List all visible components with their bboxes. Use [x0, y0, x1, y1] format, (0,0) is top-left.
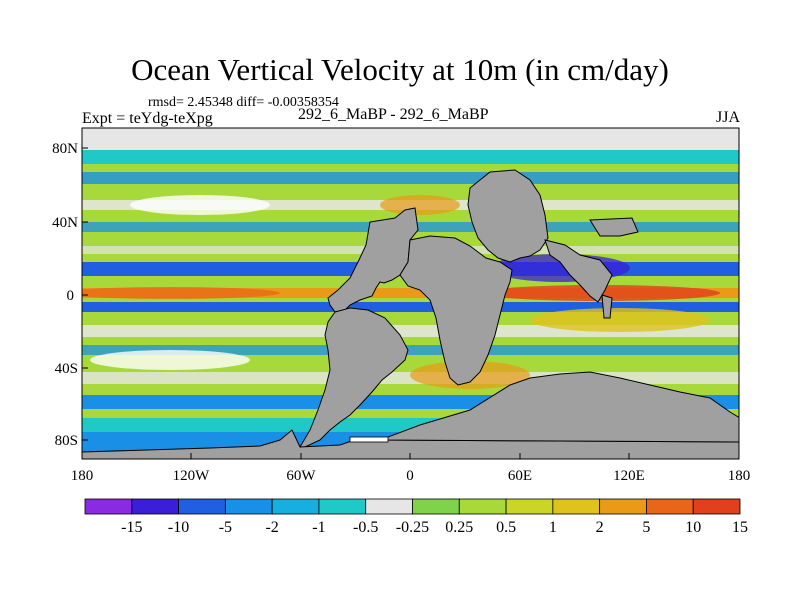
south-pacific-white [90, 350, 250, 370]
land-antarctica [82, 429, 739, 459]
colorbar-labels: -15 -10 -5 -2 -1 -0.5 -0.25 0.25 0.5 1 2 5 10 15 [121, 519, 748, 536]
land-south-america [299, 307, 409, 448]
figure-title: Ocean Vertical Velocity at 10m (in cm/da… [131, 52, 669, 87]
land-india-se-asia [544, 239, 613, 303]
colorbar-label: 15 [732, 519, 748, 536]
y-tick-label-80n: 80N [52, 141, 78, 157]
land-americas [327, 207, 419, 313]
colorbar-box [84, 498, 133, 515]
colorbar-label: 0.5 [496, 519, 516, 536]
antarctic-ice-shelf [349, 436, 389, 443]
case-label: 292_6_MaBP - 292_6_MaBP [298, 106, 489, 123]
colorbar-box [552, 498, 601, 515]
colorbar-label: -2 [265, 519, 278, 536]
y-tick-label-80s: 80S [55, 433, 78, 449]
colorbar-label: -15 [121, 519, 142, 536]
colorbar-label: -1 [312, 519, 325, 536]
y-tick-label-40s: 40S [55, 361, 78, 377]
colorbar-label: -0.25 [396, 519, 429, 536]
y-tick-label-40n: 40N [52, 215, 78, 231]
colorbar-label: 2 [596, 519, 604, 536]
colorbar-label: -10 [168, 519, 189, 536]
colorbar-box [646, 498, 694, 515]
band-s25 [82, 345, 739, 355]
land-australia [379, 371, 739, 443]
experiment-label: Expt = teYdg-teXpg [82, 110, 213, 127]
colorbar-label: 1 [549, 519, 557, 536]
season-label: JJA [716, 109, 741, 126]
north-pacific-white [130, 195, 270, 215]
colorbar-box [412, 498, 460, 515]
stats-label: rmsd= 2.45348 diff= -0.00358354 [148, 95, 339, 110]
colorbar [84, 498, 741, 515]
indian-yellow-patch [530, 308, 710, 332]
y-tick-label-0: 0 [67, 288, 75, 304]
colorbar-label: -5 [219, 519, 232, 536]
colorbar-label: 0.25 [445, 519, 473, 536]
colorbar-label: 10 [685, 519, 701, 536]
colorbar-box [458, 498, 507, 515]
colorbar-box [365, 498, 413, 515]
colorbar-box [224, 498, 273, 515]
band-equator [82, 288, 739, 298]
colorbar-box [692, 498, 741, 515]
x-tick-label-60w: 60W [286, 468, 316, 484]
band-arctic [82, 128, 739, 150]
colorbar-box [271, 498, 320, 515]
land-eurasia [467, 169, 549, 263]
x-tick-label-180e: 180 [728, 468, 751, 484]
atlantic-orange-n [380, 195, 460, 215]
colorbar-box [318, 498, 367, 515]
x-tick-label-120e: 120E [613, 468, 645, 484]
x-tick-label-60e: 60E [508, 468, 532, 484]
colorbar-box [178, 498, 226, 515]
x-tick-label-0: 0 [406, 468, 414, 484]
colorbar-label: 5 [642, 519, 650, 536]
colorbar-label: -0.5 [353, 519, 378, 536]
pacific-equatorial-streak [82, 287, 280, 299]
land-maritime [601, 294, 613, 319]
colorbar-box [505, 498, 554, 515]
map-panel [82, 128, 739, 459]
colorbar-box [599, 498, 647, 515]
colorbar-box [131, 498, 179, 515]
band-n60 [82, 150, 739, 164]
x-axis: 180 120W 60W 0 60E 120E 180 [71, 453, 751, 484]
band-s5 [82, 302, 739, 312]
y-axis: 80N 40N 0 40S 80S [52, 141, 88, 449]
land-east-asia [589, 217, 639, 237]
x-tick-label-180w: 180 [71, 468, 94, 484]
land-africa [399, 235, 513, 386]
band-n50 [82, 172, 739, 184]
x-tick-label-120w: 120W [173, 468, 211, 484]
